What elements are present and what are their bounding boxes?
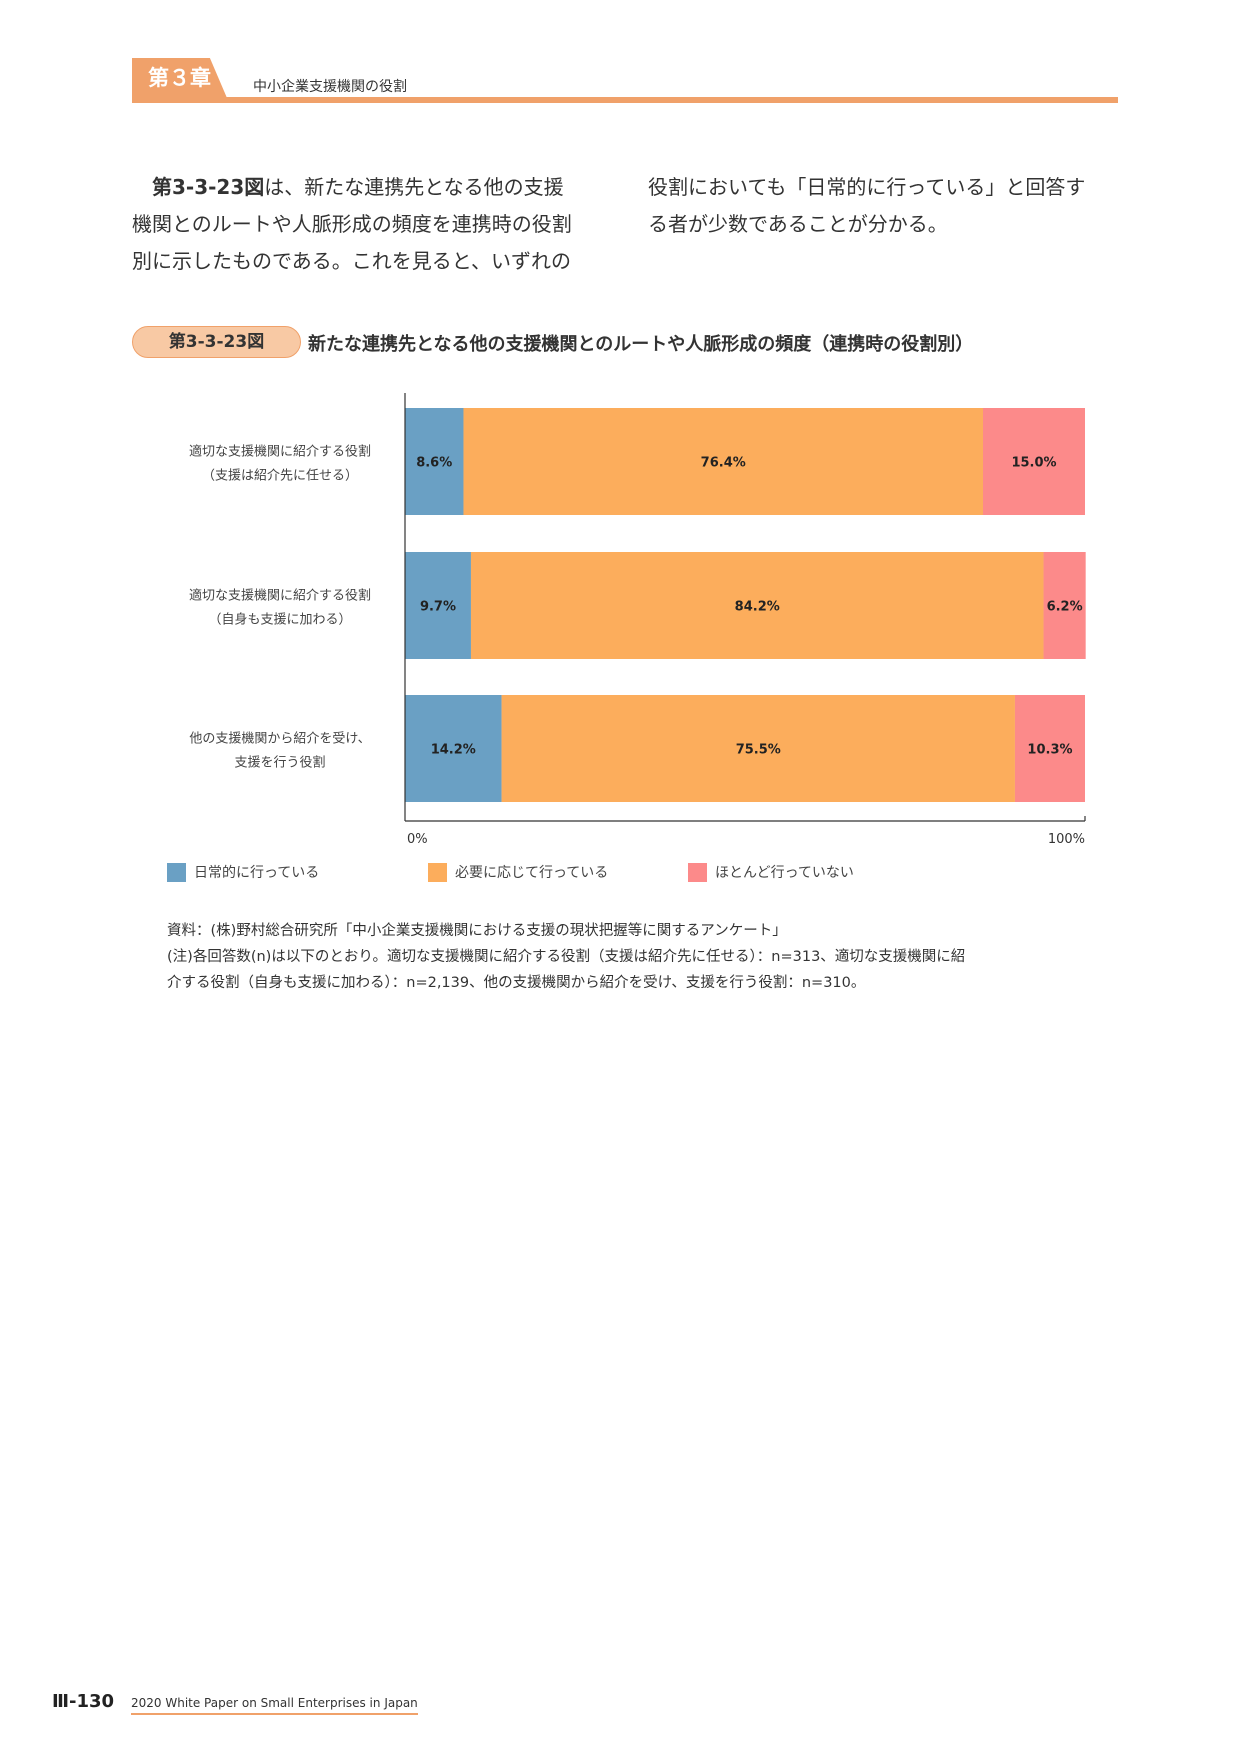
chapter-title: 中小企業支援機関の役割 [253, 79, 407, 95]
data-label: 76.4% [701, 456, 746, 471]
data-label: 14.2% [431, 743, 476, 758]
data-label: 6.2% [1047, 600, 1083, 615]
page-number: Ⅲ-130 [52, 1691, 115, 1712]
bar-segment [405, 408, 464, 515]
source-note: 資料：(株)野村総合研究所「中小企業支援機関における支援の現状把握等に関するアン… [167, 923, 787, 939]
stacked-bar-chart: 8.6% 76.4% 15.0% 適切な支援機関に紹介する役割 （支援は紹介先に任せる）… [189, 393, 1086, 845]
tick-label: 100% [1048, 832, 1085, 845]
data-label: 8.6% [416, 456, 452, 471]
tick-label: 0% [407, 832, 428, 845]
category-label: 適切な支援機関に紹介する役割 [189, 588, 371, 604]
body-line: 機関とのルートや人脈形成の頻度を連携時の役割 [132, 212, 572, 236]
body-text-right: 役割においても「日常的に行っている」と回答す る者が少数であることが分かる。 [648, 169, 1124, 243]
data-label: 15.0% [1011, 456, 1056, 471]
legend-label: ほとんど行っていない [715, 865, 854, 881]
legend-label: 必要に応じて行っている [455, 865, 609, 881]
category-label: （支援は紹介先に任せる） [202, 469, 358, 484]
data-label: 84.2% [735, 600, 780, 615]
legend-swatch [167, 862, 186, 882]
header-rule [132, 97, 1118, 103]
data-label: 10.3% [1027, 743, 1072, 758]
legend-label: 日常的に行っている [194, 865, 320, 881]
legend-swatch [688, 862, 707, 882]
figure-reference: 第3-3-23図 [152, 175, 265, 199]
category-label: 他の支援機関から紹介を受け、 [189, 732, 370, 747]
data-label: 9.7% [420, 600, 456, 615]
bar-segment [405, 695, 502, 802]
bar-segment [470, 552, 1044, 659]
chapter-tab: 第３章 [132, 58, 227, 98]
legend-item: ほとんど行っていない [688, 862, 854, 882]
body-line: は、新たな連携先となる他の支援 [264, 175, 564, 199]
category-label: （自身も支援に加わる） [208, 612, 351, 628]
bar-segment [501, 695, 1015, 802]
bar-segment [1043, 552, 1086, 659]
figure-notes: 資料：(株)野村総合研究所「中小企業支援機関における支援の現状把握等に関するアン… [167, 918, 1097, 996]
body-text-left: 第3-3-23図は、新たな連携先となる他の支援 機関とのルートや人脈形成の頻度を… [132, 169, 607, 280]
legend-item: 日常的に行っている [167, 862, 319, 882]
bar-segment [1014, 695, 1085, 802]
legend-swatch [428, 862, 447, 882]
category-label: 適切な支援機関に紹介する役割 [189, 444, 371, 460]
n-note-line: 介する役割（自身も支援に加わる）：n=2,139、他の支援機関から紹介を受け、支… [167, 975, 866, 991]
category-label: 支援を行う役割 [234, 755, 325, 771]
bar-segment [405, 552, 471, 659]
body-line: る者が少数であることが分かる。 [648, 212, 948, 236]
publication-title: 2020 White Paper on Small Enterprises in… [131, 1696, 418, 1715]
data-label: 75.5% [736, 743, 781, 758]
body-line: 別に示したものである。これを見ると、いずれの [132, 249, 571, 273]
body-line: 役割においても「日常的に行っている」と回答す [648, 175, 1086, 199]
bar-segment [983, 408, 1085, 515]
legend-item: 必要に応じて行っている [428, 862, 608, 882]
figure-badge: 第3-3-23図 [132, 326, 301, 358]
n-note-line: (注)各回答数(n)は以下のとおり。適切な支援機関に紹介する役割（支援は紹介先に… [167, 949, 966, 965]
bar-segment [463, 408, 984, 515]
figure-title: 新たな連携先となる他の支援機関とのルートや人脈形成の頻度（連携時の役割別） [308, 334, 974, 355]
